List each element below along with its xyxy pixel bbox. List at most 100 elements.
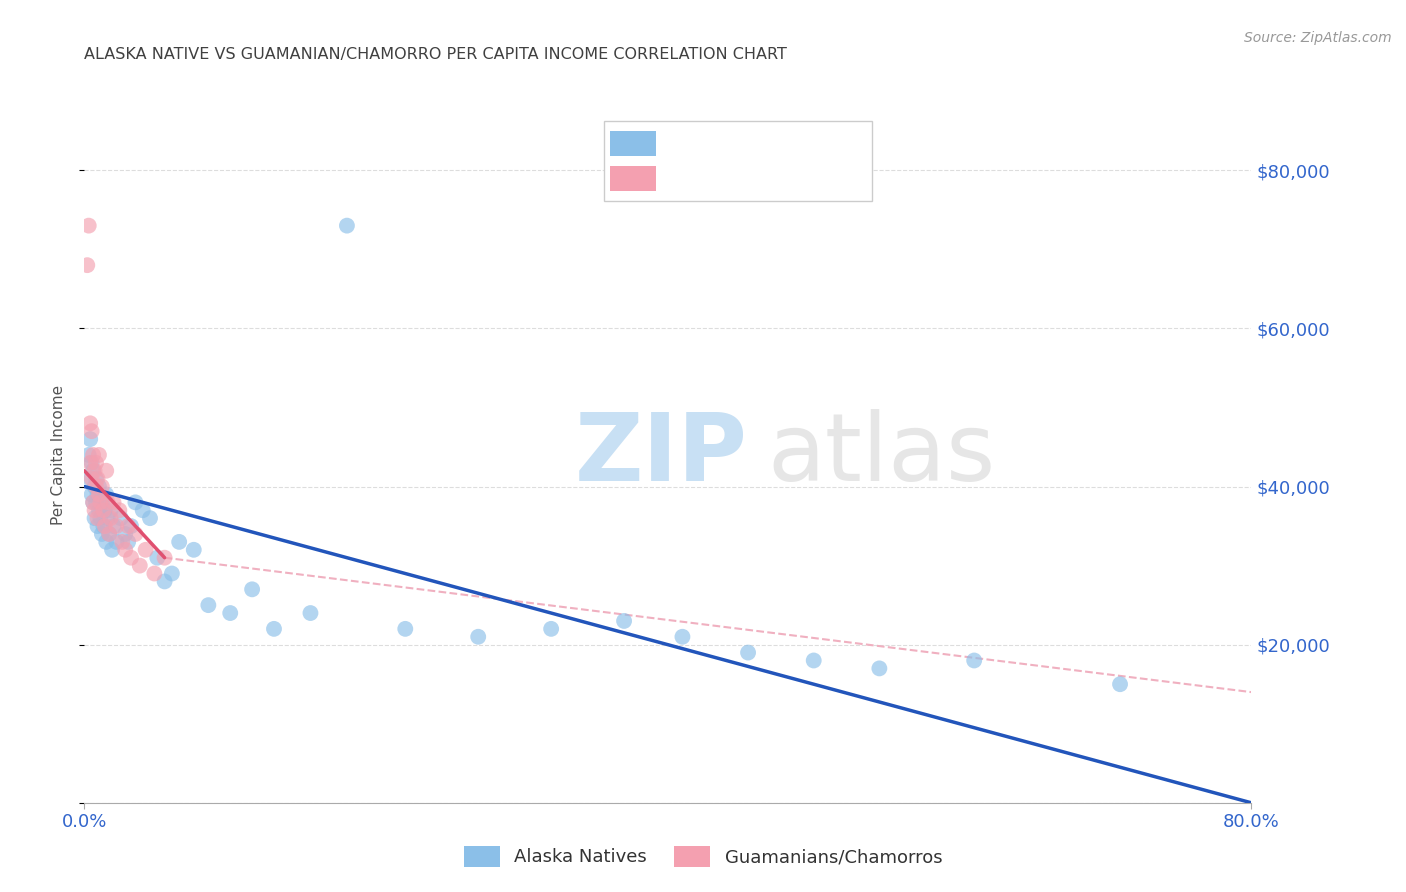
Point [86, 487, 108, 501]
Point [89, 495, 111, 509]
Point [79, 417, 101, 431]
Point [84, 456, 107, 470]
Point [336, 219, 359, 233]
Point [117, 535, 139, 549]
Text: Source: ZipAtlas.com: Source: ZipAtlas.com [1244, 31, 1392, 45]
Point [79, 472, 101, 486]
Point [737, 646, 759, 660]
Point [143, 566, 166, 581]
Point [110, 511, 132, 525]
Point [394, 622, 416, 636]
Text: R = -0.168   N = 36: R = -0.168 N = 36 [673, 169, 863, 187]
Point [183, 542, 205, 557]
Text: ZIP: ZIP [575, 409, 748, 501]
Text: atlas: atlas [768, 409, 995, 501]
Text: ALASKA NATIVE VS GUAMANIAN/CHAMORRO PER CAPITA INCOME CORRELATION CHART: ALASKA NATIVE VS GUAMANIAN/CHAMORRO PER … [84, 47, 787, 62]
Point [87, 448, 110, 462]
Point [671, 630, 693, 644]
Y-axis label: Per Capita Income: Per Capita Income [51, 384, 66, 525]
Point [84, 479, 107, 493]
Point [96, 535, 118, 549]
Point [160, 566, 183, 581]
FancyBboxPatch shape [603, 121, 872, 201]
Point [80, 472, 103, 486]
Point [84, 472, 107, 486]
Point [105, 519, 128, 533]
Point [105, 535, 128, 549]
Point [135, 542, 157, 557]
Point [82, 495, 104, 509]
Point [94, 503, 117, 517]
Point [77, 448, 100, 462]
Point [91, 503, 114, 517]
FancyBboxPatch shape [610, 166, 657, 191]
Point [124, 527, 146, 541]
Point [94, 519, 117, 533]
Point [83, 464, 105, 478]
Point [467, 630, 489, 644]
Point [1109, 677, 1132, 691]
Point [90, 495, 112, 509]
Point [114, 542, 136, 557]
Point [82, 464, 104, 478]
Point [84, 495, 107, 509]
Point [128, 558, 150, 573]
Point [96, 464, 118, 478]
Point [97, 511, 120, 525]
Point [963, 653, 986, 667]
Point [80, 456, 103, 470]
Point [77, 219, 100, 233]
Point [83, 503, 105, 517]
Point [299, 606, 322, 620]
Point [153, 550, 176, 565]
Point [91, 519, 114, 533]
Point [197, 598, 219, 612]
Point [124, 495, 146, 509]
Point [86, 519, 108, 533]
Point [153, 574, 176, 589]
Point [89, 511, 111, 525]
Point [98, 527, 121, 541]
Point [103, 519, 125, 533]
Point [540, 622, 562, 636]
Point [167, 535, 190, 549]
Point [803, 653, 825, 667]
Point [83, 511, 105, 525]
Point [98, 527, 121, 541]
Legend: Alaska Natives, Guamanians/Chamorros: Alaska Natives, Guamanians/Chamorros [457, 838, 949, 874]
Point [139, 511, 162, 525]
Point [111, 535, 134, 549]
Point [86, 472, 108, 486]
Point [114, 527, 136, 541]
Point [103, 495, 125, 509]
Point [86, 511, 108, 525]
Point [90, 479, 112, 493]
Point [120, 519, 142, 533]
Point [90, 527, 112, 541]
Point [100, 503, 122, 517]
Point [80, 487, 103, 501]
Point [868, 661, 890, 675]
Point [83, 479, 105, 493]
Point [108, 503, 131, 517]
Point [240, 582, 263, 597]
Point [100, 511, 122, 525]
Point [132, 503, 155, 517]
Point [76, 258, 98, 272]
Point [80, 424, 103, 438]
Point [87, 487, 110, 501]
Point [79, 432, 101, 446]
Point [87, 503, 110, 517]
Point [263, 622, 285, 636]
Text: R = -0.479   N = 56: R = -0.479 N = 56 [673, 134, 863, 153]
Point [82, 448, 104, 462]
Point [82, 495, 104, 509]
Point [96, 487, 118, 501]
Point [87, 479, 110, 493]
Point [613, 614, 636, 628]
Point [146, 550, 169, 565]
Point [97, 495, 120, 509]
Point [101, 542, 124, 557]
Point [117, 519, 139, 533]
FancyBboxPatch shape [610, 131, 657, 156]
